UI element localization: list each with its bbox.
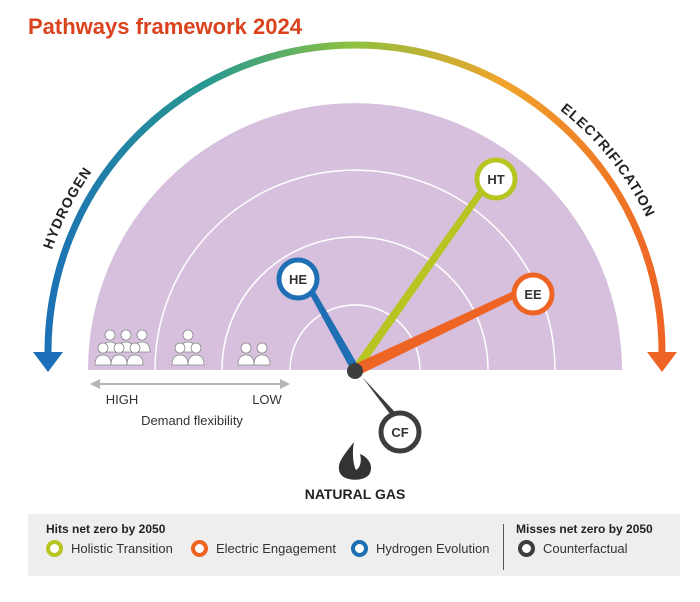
badge-cf: CF bbox=[378, 410, 422, 454]
needle-ee bbox=[355, 290, 520, 376]
ring-icon bbox=[191, 540, 208, 557]
legend-misses-title: Misses net zero by 2050 bbox=[516, 522, 653, 536]
natural-gas-label: NATURAL GAS bbox=[305, 486, 406, 502]
demand-low-label: LOW bbox=[252, 392, 282, 407]
right-arrowhead bbox=[647, 352, 677, 372]
people-group-medium-icon bbox=[171, 329, 205, 366]
legend-item-label: Hydrogen Evolution bbox=[376, 541, 490, 556]
legend-item-electric-engagement: Electric Engagement bbox=[191, 540, 336, 557]
gradient-arc bbox=[44, 41, 666, 353]
people-group-low-icon bbox=[237, 342, 271, 366]
svg-text:HE: HE bbox=[289, 272, 307, 287]
demand-arrowhead-right bbox=[280, 379, 290, 389]
legend-panel: Hits net zero by 2050 Misses net zero by… bbox=[28, 514, 680, 576]
badge-he: HE bbox=[276, 257, 320, 301]
legend-item-holistic-transition: Holistic Transition bbox=[46, 540, 173, 557]
electrification-label: ELECTRIFICATION bbox=[558, 100, 658, 220]
legend-item-hydrogen-evolution: Hydrogen Evolution bbox=[351, 540, 489, 557]
svg-text:EE: EE bbox=[524, 287, 542, 302]
demand-high-label: HIGH bbox=[106, 392, 139, 407]
needle-he bbox=[302, 276, 359, 370]
ring-arc bbox=[221, 236, 489, 371]
ring-icon bbox=[518, 540, 535, 557]
legend-item-label: Counterfactual bbox=[543, 541, 628, 556]
legend-item-counterfactual: Counterfactual bbox=[518, 540, 628, 557]
people-group-high-icon bbox=[94, 329, 151, 366]
svg-text:CF: CF bbox=[391, 425, 408, 440]
needle-hub bbox=[347, 363, 363, 379]
legend-item-label: Electric Engagement bbox=[216, 541, 336, 556]
left-arrowhead bbox=[33, 352, 63, 372]
page-title: Pathways framework 2024 bbox=[28, 14, 302, 39]
badge-ee: EE bbox=[511, 272, 555, 316]
ring-icon bbox=[46, 540, 63, 557]
ring-icon bbox=[351, 540, 368, 557]
badge-ht: HT bbox=[474, 157, 518, 201]
svg-text:HT: HT bbox=[487, 172, 504, 187]
flame-icon bbox=[338, 442, 372, 480]
legend-item-label: Holistic Transition bbox=[71, 541, 173, 556]
legend-divider bbox=[503, 524, 504, 570]
legend-hits-title: Hits net zero by 2050 bbox=[46, 522, 166, 536]
needle-ht bbox=[350, 182, 488, 372]
demand-flexibility-label: Demand flexibility bbox=[141, 413, 243, 428]
demand-arrowhead-left bbox=[90, 379, 100, 389]
